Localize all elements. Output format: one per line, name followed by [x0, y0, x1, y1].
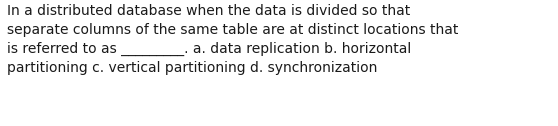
Text: In a distributed database when the data is divided so that
separate columns of t: In a distributed database when the data …: [7, 4, 458, 75]
